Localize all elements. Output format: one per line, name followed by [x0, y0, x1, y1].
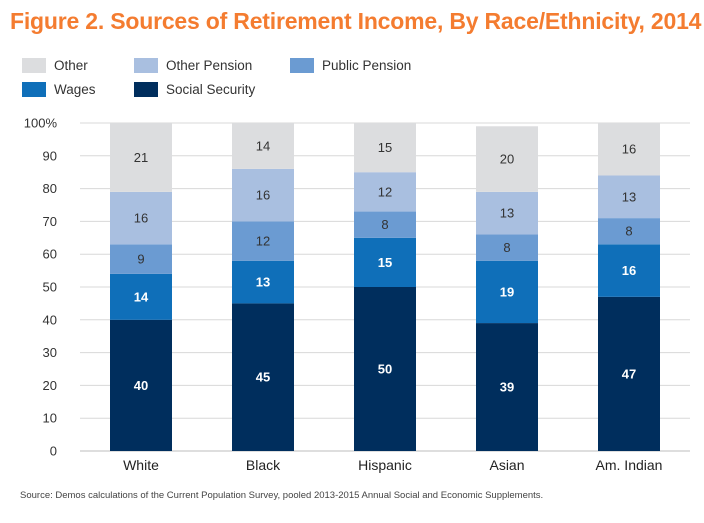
y-tick-label-20: 20 — [43, 378, 57, 393]
legend-label-other-pension: Other Pension — [166, 58, 253, 73]
data-label-black-social-security: 45 — [256, 370, 270, 385]
bar-hispanic-social-security — [354, 287, 416, 451]
x-tick-label-white: White — [123, 457, 159, 473]
bar-white-social-security — [110, 319, 172, 451]
data-label-black-other-pension: 16 — [256, 188, 270, 203]
legend-swatch-other-pension — [134, 58, 158, 73]
bar-white-public-pension — [110, 244, 172, 274]
bar-am-indian-other-pension — [598, 175, 660, 219]
data-label-white-public-pension: 9 — [137, 252, 144, 267]
legend-swatch-wages — [22, 82, 46, 97]
bar-asian-other-pension — [476, 191, 538, 235]
legend-item-wages: Wages — [22, 82, 96, 97]
bar-am-indian-public-pension — [598, 218, 660, 245]
data-label-hispanic-other: 15 — [378, 140, 392, 155]
bar-white-other — [110, 123, 172, 192]
bar-asian-social-security — [476, 323, 538, 451]
y-tick-label-60: 60 — [43, 247, 57, 262]
data-label-white-other-pension: 16 — [134, 211, 148, 226]
data-label-hispanic-other-pension: 12 — [378, 184, 392, 199]
y-tick-label-50: 50 — [43, 280, 57, 295]
bar-chart-plot: 0 10 20 30 40 50 60 70 80 90 100% 40 14 9 16 21 White 45 1… — [24, 116, 690, 473]
bar-am-indian-wages — [598, 244, 660, 297]
data-label-hispanic-public-pension: 8 — [381, 217, 388, 232]
data-label-asian-wages: 19 — [500, 284, 514, 299]
bar-black-public-pension — [232, 221, 294, 261]
y-tick-label-10: 10 — [43, 411, 57, 426]
data-label-asian-other: 20 — [500, 152, 514, 167]
legend-label-other: Other — [54, 58, 88, 73]
bar-white-other-pension — [110, 191, 172, 245]
data-label-hispanic-social-security: 50 — [378, 362, 392, 377]
data-label-white-wages: 14 — [134, 289, 149, 304]
legend-item-other: Other — [22, 58, 88, 73]
data-label-white-other: 21 — [134, 150, 148, 165]
y-tick-label-30: 30 — [43, 345, 57, 360]
data-label-am-indian-other-pension: 13 — [622, 189, 636, 204]
bar-am-indian-social-security — [598, 296, 660, 451]
bar-hispanic-other-pension — [354, 172, 416, 212]
bar-am-indian-other — [598, 123, 660, 176]
data-label-black-public-pension: 12 — [256, 234, 270, 249]
legend-label-social-security: Social Security — [166, 82, 256, 97]
x-tick-label-black: Black — [246, 457, 281, 473]
legend-item-public-pension: Public Pension — [290, 58, 411, 73]
data-label-asian-other-pension: 13 — [500, 206, 514, 221]
legend-item-other-pension: Other Pension — [134, 58, 252, 73]
bar-white-wages — [110, 273, 172, 320]
source-note: Source: Demos calculations of the Curren… — [20, 490, 544, 501]
legend-label-public-pension: Public Pension — [322, 58, 412, 73]
legend-swatch-other — [22, 58, 46, 73]
data-label-black-other: 14 — [256, 138, 270, 153]
x-tick-label-am-indian: Am. Indian — [596, 457, 663, 473]
data-label-hispanic-wages: 15 — [378, 255, 392, 270]
bar-asian-other — [476, 126, 538, 192]
data-label-white-social-security: 40 — [134, 378, 148, 393]
bar-asian-public-pension — [476, 234, 538, 261]
data-label-black-wages: 13 — [256, 275, 270, 290]
data-label-am-indian-social-security: 47 — [622, 366, 636, 381]
bar-black-wages — [232, 260, 294, 304]
x-tick-label-hispanic: Hispanic — [358, 457, 412, 473]
y-tick-label-0: 0 — [50, 444, 57, 459]
x-tick-label-asian: Asian — [489, 457, 524, 473]
bar-hispanic-other — [354, 123, 416, 173]
legend-swatch-social-security — [134, 82, 158, 97]
bar-hispanic-wages — [354, 237, 416, 287]
y-tick-label-70: 70 — [43, 214, 57, 229]
legend-item-social-security: Social Security — [134, 82, 255, 97]
chart-title: Figure 2. Sources of Retirement Income, … — [10, 8, 702, 34]
bar-black-other-pension — [232, 168, 294, 222]
data-label-am-indian-other: 16 — [622, 142, 636, 157]
y-tick-label-40: 40 — [43, 312, 57, 327]
bar-black-other — [232, 123, 294, 169]
y-tick-label-80: 80 — [43, 181, 57, 196]
legend-label-wages: Wages — [54, 82, 96, 97]
legend-swatch-public-pension — [290, 58, 314, 73]
data-label-asian-public-pension: 8 — [503, 240, 510, 255]
bar-black-social-security — [232, 303, 294, 451]
bar-hispanic-public-pension — [354, 211, 416, 238]
bar-asian-wages — [476, 260, 538, 324]
y-tick-label-90: 90 — [43, 148, 57, 163]
y-tick-label-100: 100% — [24, 116, 58, 131]
data-label-asian-social-security: 39 — [500, 380, 514, 395]
data-label-am-indian-public-pension: 8 — [625, 224, 632, 239]
data-label-am-indian-wages: 16 — [622, 263, 636, 278]
